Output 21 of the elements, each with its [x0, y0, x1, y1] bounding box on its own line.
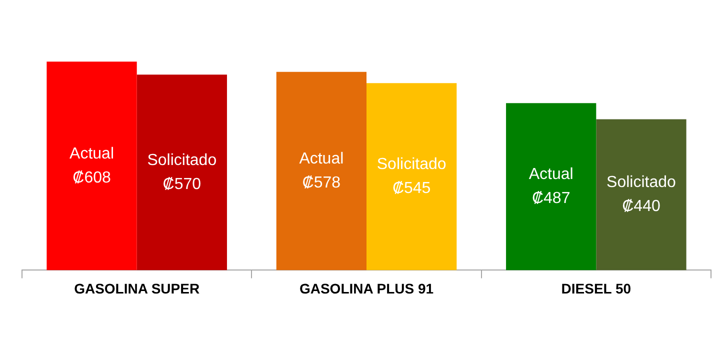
data-label: ₡578	[302, 174, 341, 192]
bar	[366, 83, 457, 270]
text: Solicitado	[606, 174, 676, 192]
data-label: ₡487	[532, 190, 570, 208]
text: Actual	[299, 150, 344, 168]
bar	[506, 103, 596, 270]
bar	[276, 72, 366, 270]
bar	[136, 74, 227, 270]
series-label: Actual	[528, 166, 574, 184]
bar	[46, 62, 137, 270]
data-label: ₡545	[392, 180, 431, 198]
x-tick-label: DIESEL 50	[561, 280, 632, 296]
data-label: ₡608	[72, 169, 111, 186]
bar	[596, 119, 686, 270]
series-label: Solicitado	[147, 152, 217, 169]
text: Actual	[70, 145, 114, 162]
x-tick-label: GASOLINA PLUS 91	[299, 280, 434, 296]
data-label: ₡440	[622, 198, 660, 216]
text: Solicitado	[376, 156, 446, 174]
x-tick-label: GASOLINA SUPER	[74, 280, 200, 296]
data-label: ₡570	[162, 176, 202, 193]
